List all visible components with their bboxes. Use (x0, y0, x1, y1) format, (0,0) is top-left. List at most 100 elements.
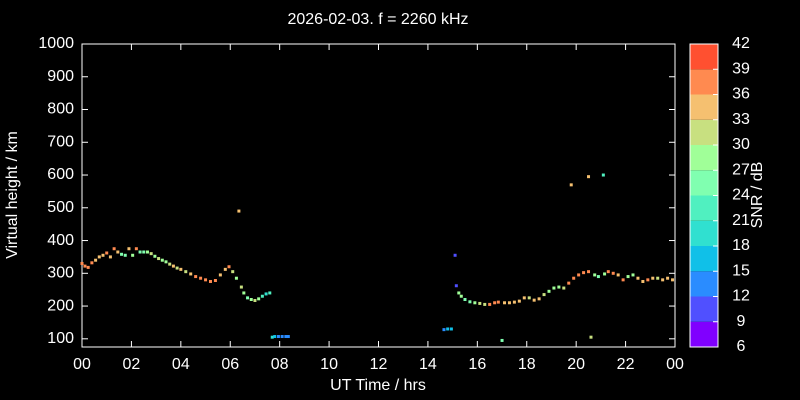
point (208, 279, 212, 283)
colorbar-tick-label: 9 (737, 313, 746, 330)
point (213, 279, 217, 283)
point (80, 261, 84, 265)
point (239, 285, 243, 289)
point (454, 284, 458, 288)
colorbar-tick-label: 36 (732, 86, 750, 103)
colorbar-tick-label: 30 (732, 136, 750, 153)
point (621, 278, 625, 282)
point (149, 252, 153, 256)
x-tick-label: 02 (123, 356, 141, 373)
point (478, 301, 482, 305)
point (442, 328, 446, 332)
x-tick-label: 18 (518, 356, 536, 373)
colorbar-bin (690, 220, 718, 246)
x-tick-label: 16 (468, 356, 486, 373)
y-tick-label: 900 (47, 68, 74, 85)
point (626, 275, 630, 279)
colorbar-tick-label: 6 (737, 338, 746, 355)
point (123, 253, 127, 257)
point (507, 301, 511, 305)
point (260, 294, 264, 298)
colorbar-tick-label: 12 (732, 288, 750, 305)
point (587, 270, 591, 274)
point (503, 301, 507, 305)
colorbar-tick-label: 33 (732, 111, 750, 128)
point (105, 251, 109, 255)
point (234, 276, 238, 280)
point (611, 271, 615, 275)
x-tick-label: 14 (419, 356, 437, 373)
point (463, 298, 467, 302)
point (537, 297, 541, 301)
y-tick-label: 300 (47, 265, 74, 282)
point (517, 299, 521, 303)
point (488, 302, 492, 306)
y-axis-label: Virtual height / km (4, 131, 21, 259)
point (569, 183, 573, 187)
point (253, 298, 257, 302)
point (120, 252, 124, 256)
point (94, 258, 98, 262)
colorbar-bin (690, 321, 718, 347)
point (264, 292, 268, 296)
point (483, 302, 487, 306)
y-tick-label: 100 (47, 330, 74, 347)
point (651, 276, 655, 280)
colorbar-bin (690, 145, 718, 171)
point (83, 264, 87, 268)
point (199, 276, 203, 280)
colorbar-bin (690, 119, 718, 145)
x-tick-label: 10 (320, 356, 338, 373)
point (90, 261, 94, 265)
point (249, 298, 253, 302)
point (453, 253, 457, 257)
point (493, 301, 497, 305)
point (184, 270, 188, 274)
point (547, 289, 551, 293)
y-tick-label: 500 (47, 199, 74, 216)
colorbar-tick-label: 15 (732, 262, 750, 279)
point (603, 272, 607, 276)
x-tick-label: 12 (370, 356, 388, 373)
point (112, 247, 116, 251)
point (646, 278, 650, 282)
point (446, 327, 450, 331)
point (171, 264, 175, 268)
point (636, 276, 640, 280)
x-tick-label: 04 (172, 356, 190, 373)
point (500, 338, 504, 342)
point (661, 278, 665, 282)
y-tick-label: 700 (47, 133, 74, 150)
y-tick-label: 600 (47, 166, 74, 183)
point (179, 267, 183, 271)
colorbar-bin (690, 69, 718, 95)
point (449, 327, 453, 331)
x-tick-label: 08 (271, 356, 289, 373)
point (127, 247, 131, 251)
x-tick-label: 22 (617, 356, 635, 373)
point (631, 273, 635, 277)
y-tick-label: 200 (47, 297, 74, 314)
point (134, 247, 138, 251)
point (218, 273, 222, 277)
point (227, 265, 231, 269)
point (142, 250, 146, 254)
point (97, 255, 101, 259)
point (138, 250, 142, 254)
x-tick-label: 06 (221, 356, 239, 373)
point (542, 293, 546, 297)
chart-title: 2026-02-03. f = 2260 kHz (287, 11, 468, 28)
point (666, 276, 670, 280)
point (587, 175, 591, 179)
colorbar-bin (690, 170, 718, 196)
point (527, 296, 531, 300)
point (237, 209, 241, 213)
colorbar-bin (690, 246, 718, 272)
plot-frame (81, 43, 676, 348)
point (656, 276, 660, 280)
point (572, 276, 576, 280)
point (273, 335, 277, 339)
point (496, 300, 500, 304)
